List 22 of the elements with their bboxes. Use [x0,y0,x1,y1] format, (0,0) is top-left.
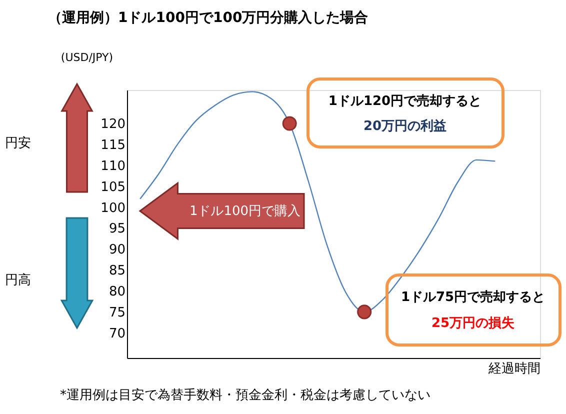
annotation: 1ドル100円で購入 [189,204,301,219]
y-tick-label: 95 [108,222,126,237]
x-axis-title: 経過時間 [488,362,540,376]
y-tick-label: 110 [100,158,126,174]
chart-title: （運用例）1ドル100円で100万円分購入した場合 [48,10,368,26]
y-tick-label: 70 [108,326,126,342]
annotation: 20万円の利益 [363,118,447,134]
y-tick-label: 115 [100,138,126,153]
y-tick-label: 120 [100,117,126,132]
y-tick-label: 75 [108,305,126,320]
text: *運用例は目安で為替手数料・預金金利・税金は考慮していない [60,387,430,403]
y-tick-label: 105 [100,180,126,195]
y-tick-label: 80 [108,284,126,300]
annotation: 1ドル120円で売却すると [328,94,482,109]
text: 円高 [5,272,31,288]
annotation: 25万円の損失 [431,316,516,331]
y-axis-title: (USD/JPY) [60,51,114,64]
text: 円安 [5,135,31,151]
y-tick-label: 85 [108,264,126,279]
y-tick-label: 90 [108,242,126,258]
y-tick-label: 100 [100,200,126,216]
annotation: 1ドル75円で売却すると [400,290,546,305]
